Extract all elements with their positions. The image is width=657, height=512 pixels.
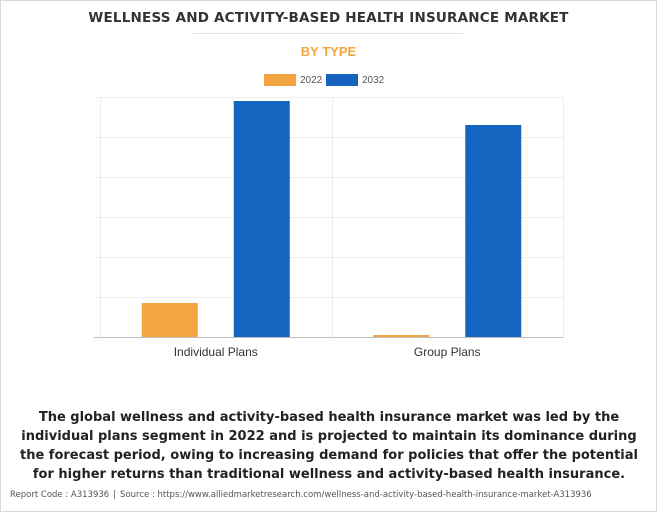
bar-2022-group-plans bbox=[373, 335, 430, 337]
title-divider bbox=[193, 33, 463, 34]
footer: Report Code : A313936 | Source : https://w… bbox=[10, 490, 592, 500]
legend-item-2032: 2032 bbox=[326, 72, 384, 88]
chart-title: WELLNESS AND ACTIVITY-BASED HEALTH INSUR… bbox=[88, 10, 569, 26]
report-code: Report Code : A313936 bbox=[10, 490, 110, 500]
legend-swatch-2032 bbox=[326, 74, 358, 86]
legend-swatch-2022 bbox=[264, 74, 296, 86]
x-tick-label: Group Plans bbox=[414, 345, 481, 359]
legend-item-2022: 2022 bbox=[264, 72, 322, 88]
bar-2032-individual-plans bbox=[233, 101, 290, 337]
chart-subtitle: BY TYPE bbox=[300, 44, 357, 59]
x-tick-label: Individual Plans bbox=[174, 345, 258, 359]
chart-description: The global wellness and activity-based h… bbox=[19, 410, 638, 482]
chart-legend: 2022 2032 bbox=[0, 72, 657, 88]
bar-2022-individual-plans bbox=[141, 303, 198, 337]
bar-chart-plot: Individual Plans Group Plans bbox=[94, 97, 564, 359]
bar-2032-group-plans bbox=[465, 125, 522, 337]
legend-label-2032: 2032 bbox=[362, 74, 385, 86]
legend-label-2022: 2022 bbox=[300, 74, 323, 86]
source-text: Source : https://www.alliedmarketresearc… bbox=[120, 490, 592, 500]
footer-separator: | bbox=[113, 490, 117, 500]
